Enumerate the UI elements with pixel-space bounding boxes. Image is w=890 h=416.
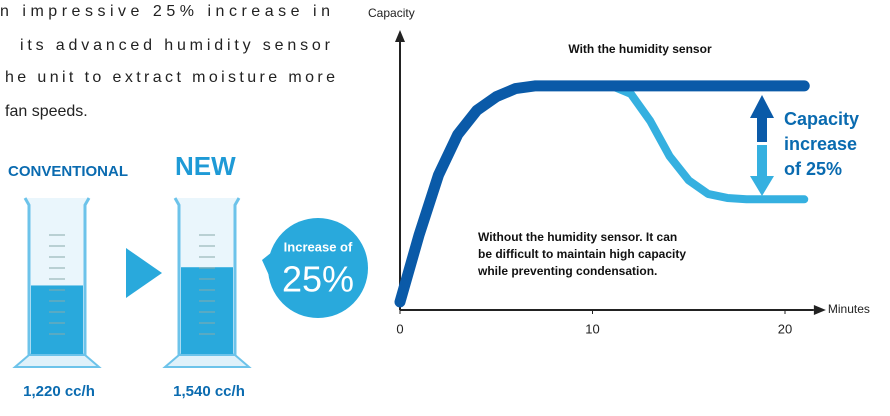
annotation: With the humidity sensor	[568, 42, 712, 56]
increase-text: increase	[784, 134, 857, 154]
cylinder-base	[12, 354, 102, 368]
x-tick-label: 10	[585, 321, 599, 336]
up-arrow-shaft	[757, 117, 767, 142]
without-text: be difficult to maintain high capacity	[478, 247, 686, 261]
y-axis-arrow	[395, 30, 405, 42]
new-label: NEW	[175, 151, 236, 181]
badge-circle	[268, 218, 368, 318]
y-axis-label: Capacity	[368, 6, 415, 20]
intro-line: fan speeds.	[5, 103, 88, 120]
badge: Increase of 25%	[262, 218, 368, 318]
intro-line: he unit to extract moisture more	[5, 69, 335, 86]
liquid	[181, 267, 233, 355]
value-label: 1,220 cc/h	[23, 383, 95, 400]
arrow	[126, 248, 162, 298]
intro-line: n impressive 25% increase in	[0, 3, 330, 20]
x-tick-label: 20	[778, 321, 792, 336]
chart: Capacity Minutes 0 10 20 With the humidity se…	[368, 6, 870, 336]
badge-text: Increase of	[284, 239, 353, 254]
conventional-label: CONVENTIONAL	[8, 163, 128, 180]
x-axis-label: Minutes	[828, 302, 870, 316]
x-axis-arrow	[813, 305, 826, 315]
value-label: 1,540 cc/h	[173, 383, 245, 400]
intro: n impressive 25% increase in its advance…	[0, 3, 335, 120]
increase-text: Capacity	[784, 109, 859, 129]
up-arrow	[750, 95, 774, 118]
without-text: Without the humidity sensor. It can	[478, 230, 677, 244]
series-line	[394, 80, 810, 308]
down-arrow	[750, 176, 774, 196]
increase-text: of 25%	[784, 159, 842, 179]
intro-line: its advanced humidity sensor	[20, 37, 331, 54]
x-tick-label: 0	[396, 321, 403, 336]
without-text: while preventing condensation.	[477, 264, 657, 278]
badge-value: 25%	[282, 259, 354, 300]
cylinder-base	[162, 354, 252, 368]
down-arrow-shaft	[757, 145, 767, 177]
liquid	[31, 285, 83, 355]
